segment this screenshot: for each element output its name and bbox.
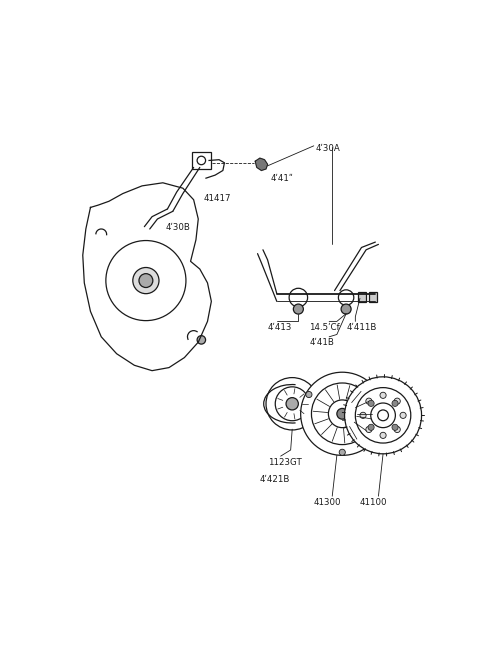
Polygon shape bbox=[255, 158, 267, 170]
Bar bbox=[369, 292, 377, 302]
Circle shape bbox=[337, 409, 348, 419]
Text: 4ʹ421B: 4ʹ421B bbox=[260, 474, 290, 484]
Text: 41100: 41100 bbox=[360, 499, 387, 507]
Text: 4ʹ41B: 4ʹ41B bbox=[309, 338, 334, 348]
Text: 14.5ʹCf: 14.5ʹCf bbox=[309, 323, 340, 332]
Circle shape bbox=[360, 412, 366, 419]
Circle shape bbox=[392, 400, 398, 407]
Circle shape bbox=[286, 397, 299, 410]
Circle shape bbox=[378, 410, 388, 420]
Circle shape bbox=[312, 383, 373, 445]
Circle shape bbox=[300, 373, 384, 455]
Text: 4ʹ30B: 4ʹ30B bbox=[165, 223, 190, 232]
Circle shape bbox=[380, 392, 386, 398]
Text: 4ʹ41ʺ: 4ʹ41ʺ bbox=[271, 174, 293, 183]
Circle shape bbox=[400, 412, 406, 419]
Circle shape bbox=[106, 240, 186, 321]
Circle shape bbox=[345, 377, 421, 454]
Circle shape bbox=[289, 288, 308, 307]
Circle shape bbox=[339, 449, 345, 455]
Text: 41300: 41300 bbox=[314, 499, 341, 507]
FancyBboxPatch shape bbox=[192, 152, 211, 169]
Circle shape bbox=[368, 400, 374, 407]
Circle shape bbox=[372, 392, 379, 397]
Bar bbox=[359, 292, 366, 302]
Circle shape bbox=[368, 424, 374, 430]
Text: 1123GT: 1123GT bbox=[267, 458, 301, 466]
Circle shape bbox=[392, 424, 398, 430]
Circle shape bbox=[133, 267, 159, 294]
Circle shape bbox=[371, 403, 396, 428]
Circle shape bbox=[366, 426, 372, 432]
Circle shape bbox=[293, 304, 303, 314]
Circle shape bbox=[275, 387, 309, 420]
Text: 4ʹ411B: 4ʹ411B bbox=[346, 323, 376, 332]
Text: 4ʹ30A: 4ʹ30A bbox=[315, 145, 340, 153]
Circle shape bbox=[266, 378, 318, 430]
Circle shape bbox=[355, 388, 411, 443]
Circle shape bbox=[197, 156, 205, 165]
Circle shape bbox=[197, 336, 205, 344]
Circle shape bbox=[394, 398, 400, 404]
Circle shape bbox=[380, 432, 386, 438]
Circle shape bbox=[341, 304, 351, 314]
Circle shape bbox=[139, 274, 153, 288]
Circle shape bbox=[394, 426, 400, 432]
Circle shape bbox=[366, 398, 372, 404]
Circle shape bbox=[328, 400, 356, 428]
Circle shape bbox=[338, 290, 354, 306]
Circle shape bbox=[306, 392, 312, 397]
Text: 41417: 41417 bbox=[204, 194, 231, 202]
Text: 4ʹ413: 4ʹ413 bbox=[267, 323, 292, 332]
